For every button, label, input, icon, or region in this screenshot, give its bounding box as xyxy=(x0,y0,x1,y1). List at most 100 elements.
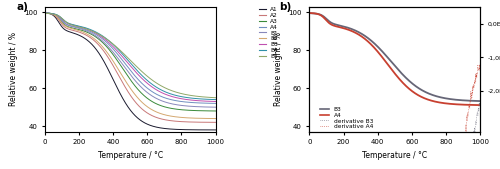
A1 xyxy=(52,17,59,19)
A4 xyxy=(172,99,177,101)
B3 xyxy=(52,14,59,16)
B1 xyxy=(52,14,59,16)
B5 xyxy=(42,12,48,14)
B3 xyxy=(406,79,411,81)
Line: B4: B4 xyxy=(45,13,215,100)
B4 xyxy=(52,13,59,15)
Line: B3: B3 xyxy=(45,13,215,102)
B4 xyxy=(189,97,195,99)
Line: A4: A4 xyxy=(310,13,480,105)
derivative A4 xyxy=(476,63,482,65)
B3 xyxy=(141,79,147,81)
B3 xyxy=(42,12,48,14)
B2 xyxy=(150,110,156,112)
B3 xyxy=(415,87,421,89)
B3 xyxy=(146,83,152,85)
A4 xyxy=(306,12,312,14)
B3 xyxy=(436,96,442,98)
B2 xyxy=(172,116,177,118)
A2 xyxy=(146,113,152,115)
B5 xyxy=(141,73,147,75)
B2 xyxy=(212,118,218,120)
A4 xyxy=(42,12,48,14)
X-axis label: Temperature / °C: Temperature / °C xyxy=(98,151,163,160)
Line: derivative A4: derivative A4 xyxy=(310,64,480,169)
A3 xyxy=(172,108,177,110)
B3 xyxy=(150,87,156,89)
Text: b): b) xyxy=(278,2,291,12)
B3 xyxy=(454,99,460,101)
A4 xyxy=(410,91,416,93)
B1 xyxy=(172,103,177,105)
A1 xyxy=(172,128,177,130)
B2 xyxy=(42,12,48,14)
derivative B3 xyxy=(477,104,483,106)
A4 xyxy=(477,104,483,106)
B4 xyxy=(150,84,156,86)
B4 xyxy=(141,77,147,79)
B3 xyxy=(317,14,323,16)
A2 xyxy=(212,121,218,123)
A1 xyxy=(212,129,218,131)
A2 xyxy=(52,15,59,17)
B4 xyxy=(146,80,152,82)
B2 xyxy=(141,103,147,105)
B4 xyxy=(42,12,48,14)
B4 xyxy=(172,94,177,96)
A2 xyxy=(150,115,156,117)
A2 xyxy=(189,121,195,123)
B1 xyxy=(212,106,218,108)
A4 xyxy=(436,101,442,103)
B1 xyxy=(189,105,195,107)
A4 xyxy=(150,92,156,94)
A2 xyxy=(42,12,48,14)
B2 xyxy=(52,15,59,17)
A4 xyxy=(454,103,460,105)
B5 xyxy=(212,97,218,99)
A3 xyxy=(212,110,218,112)
B2 xyxy=(146,107,152,109)
Line: B5: B5 xyxy=(45,13,215,98)
B5 xyxy=(189,95,195,97)
A1 xyxy=(146,124,152,126)
B3 xyxy=(189,99,195,101)
B2 xyxy=(189,117,195,119)
Line: A4: A4 xyxy=(45,13,215,103)
A3 xyxy=(141,95,147,97)
B1 xyxy=(150,96,156,98)
B5 xyxy=(150,80,156,82)
X-axis label: Temperature / °C: Temperature / °C xyxy=(362,151,428,160)
Legend: A1, A2, A3, A4, B1, B2, B3, B4, B5: A1, A2, A3, A4, B1, B2, B3, B4, B5 xyxy=(256,4,280,62)
Line: A2: A2 xyxy=(45,13,215,122)
Line: A3: A3 xyxy=(45,13,215,111)
A1 xyxy=(189,129,195,131)
A4 xyxy=(189,102,195,104)
B5 xyxy=(52,14,59,16)
derivative B3 xyxy=(476,102,482,104)
A4 xyxy=(406,87,411,89)
A4 xyxy=(52,14,59,16)
B1 xyxy=(141,89,147,91)
B3 xyxy=(477,100,483,102)
A1 xyxy=(150,125,156,127)
A1 xyxy=(141,122,147,124)
B3 xyxy=(212,101,218,103)
derivative A4 xyxy=(477,64,483,66)
Line: B1: B1 xyxy=(45,13,215,107)
A2 xyxy=(141,110,147,112)
A1 xyxy=(42,12,48,14)
A3 xyxy=(150,101,156,103)
B3 xyxy=(410,83,416,85)
Line: A1: A1 xyxy=(45,13,215,130)
B1 xyxy=(146,92,152,94)
Line: derivative B3: derivative B3 xyxy=(310,103,480,169)
A4 xyxy=(317,14,323,16)
A2 xyxy=(172,120,177,122)
Y-axis label: Relative weight / %: Relative weight / % xyxy=(10,32,18,106)
Line: B2: B2 xyxy=(45,13,215,119)
A3 xyxy=(146,98,152,100)
Legend: B3, A4, derivative B3, derivative A4: B3, A4, derivative B3, derivative A4 xyxy=(318,104,376,132)
B5 xyxy=(172,91,177,93)
Line: B3: B3 xyxy=(310,13,480,101)
A3 xyxy=(52,14,59,16)
